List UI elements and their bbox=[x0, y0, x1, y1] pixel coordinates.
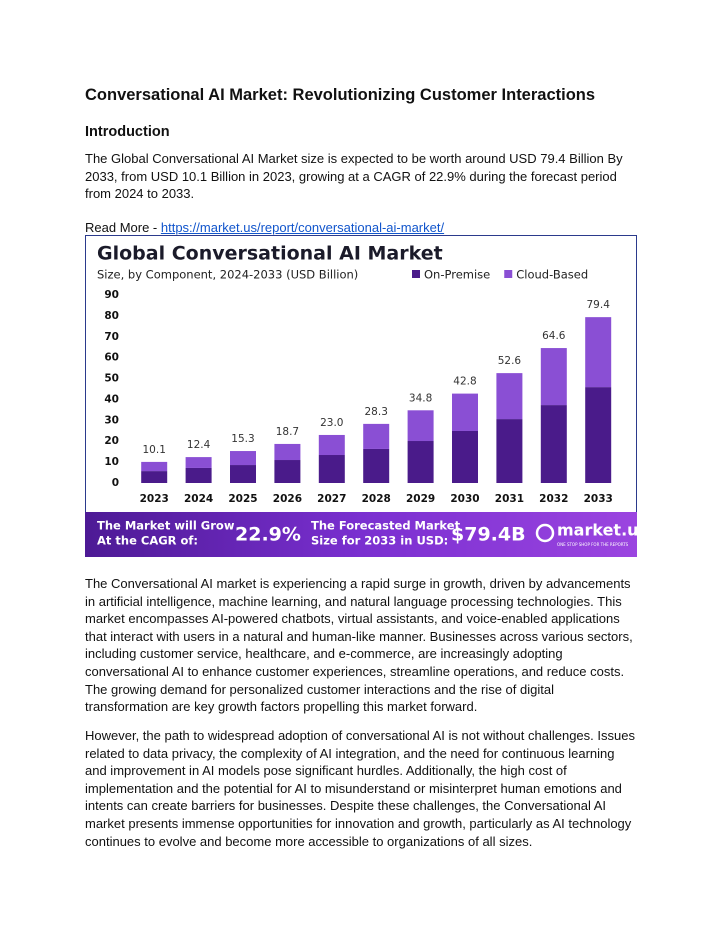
x-tick-label: 2029 bbox=[406, 493, 435, 505]
y-tick-label: 30 bbox=[104, 414, 119, 426]
bar-segment bbox=[585, 317, 612, 388]
total-label: 18.7 bbox=[276, 426, 299, 438]
total-label: 34.8 bbox=[409, 392, 432, 404]
banner-value: 22.9% bbox=[235, 524, 301, 546]
brand-icon bbox=[535, 523, 555, 543]
bar-segment bbox=[185, 467, 212, 483]
read-more-link[interactable]: https://market.us/report/conversational-… bbox=[160, 220, 445, 235]
bar-segment bbox=[496, 373, 523, 420]
banner-caption: The Market will Grow bbox=[97, 519, 235, 533]
banner bbox=[85, 512, 637, 557]
y-tick-label: 50 bbox=[104, 373, 119, 385]
x-tick-label: 2030 bbox=[450, 493, 479, 505]
banner-value: $79.4B bbox=[451, 524, 526, 546]
doc-title: Conversational AI Market: Revolutionizin… bbox=[85, 86, 596, 104]
total-label: 52.6 bbox=[498, 355, 522, 367]
intro-heading: Introduction bbox=[85, 124, 170, 140]
total-label: 79.4 bbox=[587, 299, 611, 311]
x-tick-label: 2031 bbox=[495, 493, 524, 505]
chart-subtitle: Size, by Component, 2024-2033 (USD Billi… bbox=[97, 268, 358, 282]
bar-segment bbox=[363, 448, 390, 483]
x-tick-label: 2027 bbox=[317, 493, 346, 505]
banner-caption: At the CAGR of: bbox=[97, 534, 198, 548]
intro-paragraph: The Global Conversational AI Market size… bbox=[85, 151, 623, 202]
x-tick-label: 2024 bbox=[184, 493, 213, 505]
total-label: 28.3 bbox=[365, 406, 388, 418]
legend-swatch bbox=[412, 270, 420, 278]
bar-segment bbox=[540, 348, 567, 406]
bar-segment bbox=[407, 441, 434, 483]
bar-segment bbox=[585, 387, 612, 483]
legend-label: On-Premise bbox=[424, 268, 490, 282]
chart: Global Conversational AI Market Size, by… bbox=[85, 235, 637, 557]
bar-segment bbox=[318, 434, 345, 456]
y-tick-label: 70 bbox=[104, 331, 119, 343]
paragraph: The Conversational AI market is experien… bbox=[85, 576, 633, 715]
x-tick-label: 2025 bbox=[228, 493, 257, 505]
x-tick-label: 2023 bbox=[140, 493, 169, 505]
y-tick-label: 80 bbox=[104, 310, 119, 322]
legend-swatch bbox=[504, 270, 513, 278]
read-more: Read More - https://market.us/report/con… bbox=[85, 219, 637, 237]
brand-tagline: ONE STOP SHOP FOR THE REPORTS bbox=[557, 542, 629, 547]
chart-title: Global Conversational AI Market bbox=[97, 243, 443, 265]
bar-segment bbox=[496, 419, 523, 483]
bar-segment bbox=[452, 393, 478, 431]
banner-caption: Size for 2033 in USD: bbox=[311, 534, 448, 548]
total-label: 42.8 bbox=[453, 376, 476, 388]
total-label: 23.0 bbox=[320, 417, 343, 429]
banner-caption: The Forecasted Market bbox=[311, 519, 461, 533]
brand-name: market.us bbox=[557, 521, 637, 540]
bar-segment bbox=[318, 455, 345, 483]
bar-segment bbox=[363, 423, 390, 449]
x-tick-label: 2032 bbox=[539, 493, 568, 505]
legend-label: Cloud-Based bbox=[516, 268, 588, 282]
y-tick-label: 20 bbox=[104, 435, 119, 447]
bar-segment bbox=[452, 430, 478, 483]
read-more-label: Read More - bbox=[85, 220, 161, 235]
bar-segment bbox=[274, 443, 301, 461]
x-tick-label: 2033 bbox=[584, 493, 613, 505]
bar-segment bbox=[185, 457, 212, 468]
total-label: 15.3 bbox=[231, 433, 254, 445]
bar-segment bbox=[540, 405, 567, 483]
y-tick-label: 60 bbox=[104, 352, 119, 364]
y-tick-label: 0 bbox=[112, 477, 119, 489]
bar-segment bbox=[407, 410, 434, 442]
y-tick-label: 90 bbox=[104, 289, 119, 301]
bar-segment bbox=[141, 471, 168, 483]
x-tick-label: 2028 bbox=[362, 493, 391, 505]
total-label: 64.6 bbox=[542, 330, 566, 342]
bar-segment bbox=[230, 451, 256, 466]
total-label: 12.4 bbox=[187, 439, 211, 451]
x-tick-label: 2026 bbox=[273, 493, 302, 505]
bar-segment bbox=[141, 461, 168, 472]
total-label: 10.1 bbox=[143, 444, 166, 456]
bar-segment bbox=[230, 465, 256, 483]
paragraph: However, the path to widespread adoption… bbox=[85, 728, 635, 849]
y-tick-label: 10 bbox=[104, 456, 119, 468]
bar-segment bbox=[274, 460, 301, 483]
y-tick-label: 40 bbox=[104, 393, 119, 405]
